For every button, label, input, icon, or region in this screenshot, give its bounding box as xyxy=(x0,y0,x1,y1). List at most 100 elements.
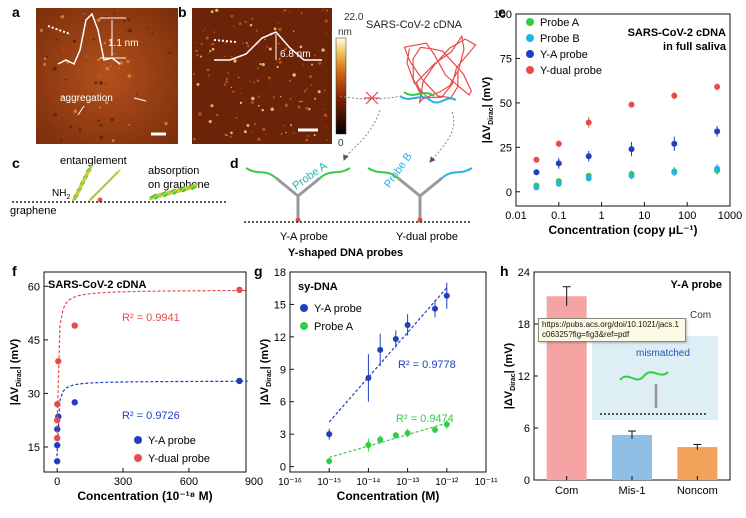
chart-g-x-axis-title: Concentration (M) xyxy=(337,489,440,503)
chart-f-legend-marker xyxy=(134,436,142,444)
afm-image-a: 1.1 nm aggregation xyxy=(36,8,178,144)
afm-grain xyxy=(62,95,65,98)
chart-h-category-label: Noncom xyxy=(677,485,718,497)
afm-grain xyxy=(306,88,308,90)
cdna-label: SARS-CoV-2 cDNA xyxy=(366,19,463,31)
chart-g-point xyxy=(404,321,411,328)
chart-g-point xyxy=(431,305,438,312)
afm-grain xyxy=(253,82,255,84)
afm-grain xyxy=(110,117,114,122)
afm-grain xyxy=(284,47,288,51)
afm-a-height-profile xyxy=(57,12,121,66)
chart-h-bar xyxy=(677,447,718,480)
afm-grain xyxy=(210,10,214,14)
cdna-strand xyxy=(403,34,477,105)
afm-grain xyxy=(255,29,259,32)
afm-grain xyxy=(151,32,154,35)
afm-grain xyxy=(292,30,295,32)
chart-e-point xyxy=(628,172,635,179)
chart-f-r2-label: R² = 0.9941 xyxy=(122,312,180,324)
afm-grain xyxy=(230,55,233,58)
chart-h-category-label: Mis-1 xyxy=(619,485,646,497)
afm-grain xyxy=(277,22,279,24)
afm-grain xyxy=(323,113,328,118)
afm-grain xyxy=(233,25,235,27)
chart-g-y-tick-label: 3 xyxy=(280,429,286,441)
afm-grain xyxy=(254,122,257,126)
chart-e-legend-label: Y-dual probe xyxy=(540,65,602,77)
afm-grain xyxy=(227,73,229,75)
ydual-probe-left-arm xyxy=(397,176,421,198)
chart-h-y-axis-title: |ΔVDirac| (mV) xyxy=(503,342,517,409)
chart-e-point xyxy=(585,153,592,160)
chart-f-r2-label: R² = 0.9726 xyxy=(122,410,180,422)
afm-a-height-label: 1.1 nm xyxy=(108,38,139,49)
cdna-coil xyxy=(399,34,477,105)
chart-e-title: SARS-CoV-2 cDNA xyxy=(628,27,726,39)
chart-f-legend-label: Y-dual probe xyxy=(148,453,210,465)
afm-grain xyxy=(302,63,304,66)
afm-grain xyxy=(200,42,203,46)
afm-grain xyxy=(45,56,48,58)
chart-f-point xyxy=(54,400,61,408)
chart-e-point xyxy=(714,128,721,135)
chart-g-point xyxy=(404,430,411,437)
chart-g-y-tick-label: 12 xyxy=(274,332,286,344)
afm-grain xyxy=(211,42,215,46)
chart-g-plot-frame xyxy=(289,271,487,473)
chart-g-x-tick-label: 10⁻¹¹ xyxy=(474,477,498,488)
afm-grain xyxy=(322,109,324,111)
chart-g-y-tick-label: 9 xyxy=(280,364,286,376)
afm-image-b: 6.8 nm 22.0 nm 0 xyxy=(192,8,364,149)
chart-h-bar xyxy=(612,434,652,480)
afm-grain xyxy=(43,57,47,60)
afm-grain xyxy=(230,131,233,135)
chart-e-point xyxy=(533,156,540,163)
afm-grain xyxy=(292,51,294,53)
ya-probe-probe-strand xyxy=(245,167,277,179)
afm-grain xyxy=(251,130,254,133)
afm-grain xyxy=(99,106,102,109)
chart-e-point xyxy=(671,92,678,99)
blocked-cross-icon xyxy=(364,91,380,105)
chart-g-x-tick-label: 10⁻¹² xyxy=(435,477,459,488)
arrow-to-probe-b xyxy=(429,111,455,163)
afm-grain xyxy=(195,41,197,44)
afm-grain xyxy=(126,60,130,64)
afm-grain xyxy=(277,28,279,30)
chart-e-point xyxy=(533,169,540,176)
afm-grain xyxy=(103,64,105,66)
chart-e-point xyxy=(628,146,635,153)
ydual-probe-probe-strand xyxy=(367,167,399,179)
afm-grain xyxy=(230,86,233,88)
panel-letters: a b c d e f g h xyxy=(12,4,509,279)
chart-g-legend-marker xyxy=(300,322,308,330)
afm-grain xyxy=(160,84,163,86)
afm-grain xyxy=(256,79,260,83)
chart-g-legend-marker xyxy=(300,304,308,312)
afm-grain xyxy=(225,80,229,84)
chart-f-y-tick-label: 15 xyxy=(28,442,40,454)
afm-grain xyxy=(317,90,321,94)
chart-e-y-tick-label: 100 xyxy=(494,9,512,21)
afm-grain xyxy=(105,15,108,18)
afm-grain xyxy=(257,137,261,141)
chart-e-y-axis-title: |ΔVDirac| (mV) xyxy=(481,76,495,143)
afm-b-colorbar xyxy=(335,37,347,135)
panel-letter-f: f xyxy=(12,263,17,279)
chart-f-x-tick-label: 0 xyxy=(54,476,60,488)
afm-grain xyxy=(210,104,214,107)
chart-f-y-tick-label: 60 xyxy=(28,281,40,293)
afm-grain xyxy=(303,89,306,93)
afm-grain xyxy=(105,66,110,71)
chart-e-x-tick-label: 100 xyxy=(678,210,696,222)
afm-grain xyxy=(169,77,172,79)
afm-grain xyxy=(232,90,235,93)
arrow-to-probe-a xyxy=(343,109,381,161)
afm-grain xyxy=(97,119,100,122)
afm-grain xyxy=(238,22,242,26)
chart-h-title: Y-A probe xyxy=(670,279,722,291)
afm-grain xyxy=(249,23,253,27)
afm-grain xyxy=(282,10,284,12)
